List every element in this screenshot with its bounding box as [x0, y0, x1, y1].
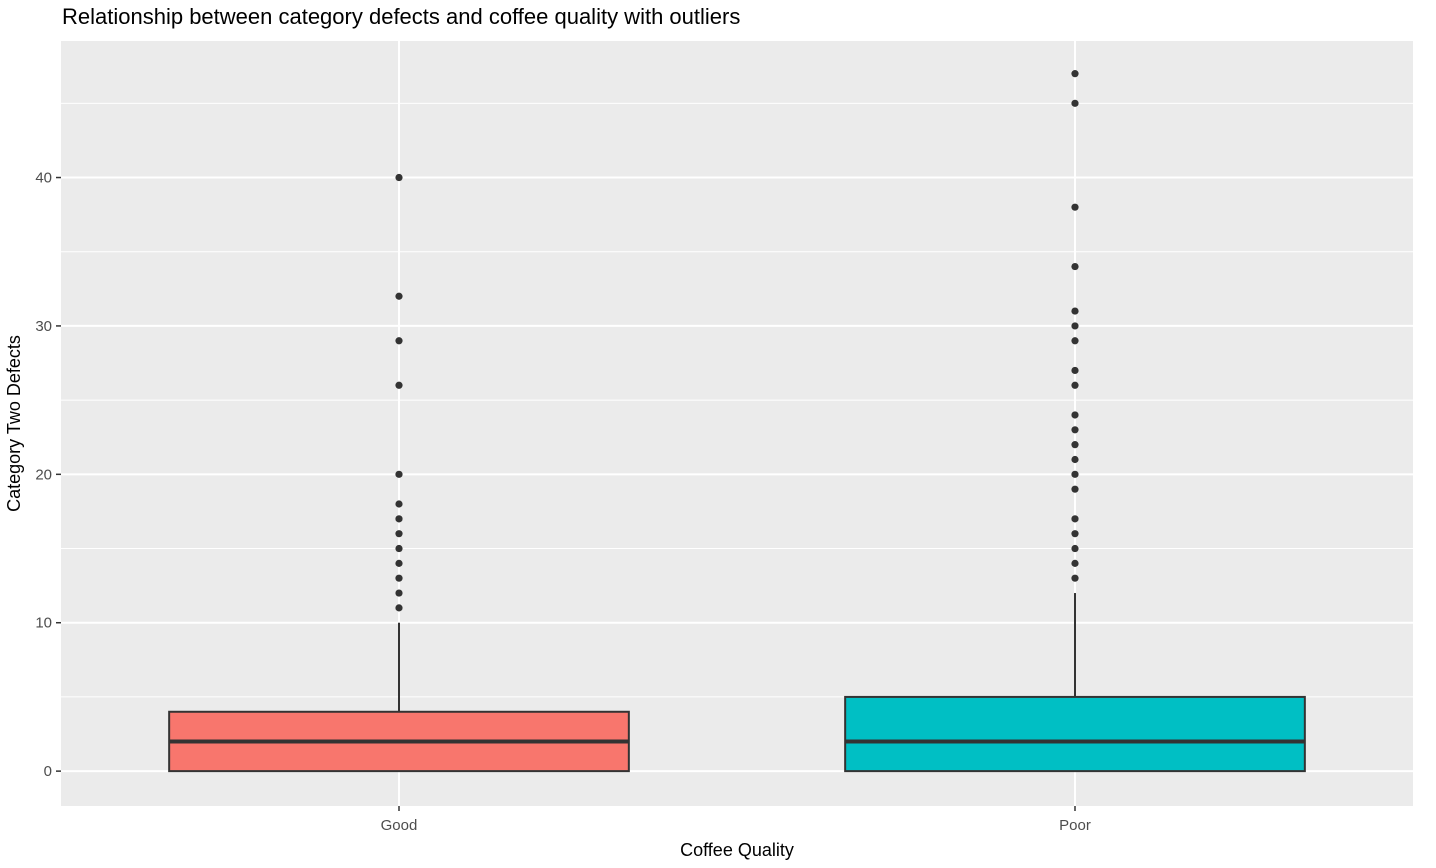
- outlier-point: [1071, 441, 1079, 449]
- outlier-point: [1071, 574, 1079, 582]
- outlier-point: [395, 173, 403, 182]
- outlier-point: [395, 544, 403, 553]
- outlier-point: [1071, 485, 1079, 493]
- y-axis-title: Category Two Defects: [4, 335, 24, 512]
- outlier-point: [395, 381, 403, 389]
- y-tick-label: 40: [35, 170, 52, 187]
- outlier-point: [1071, 559, 1079, 567]
- x-tick-label: Poor: [1059, 817, 1091, 834]
- y-tick-label: 20: [35, 466, 52, 483]
- y-tick-label: 10: [35, 615, 52, 632]
- outlier-point: [1071, 455, 1079, 464]
- outlier-point: [1071, 99, 1079, 107]
- box-series: [168, 70, 1306, 773]
- x-tick-label: Good: [381, 817, 418, 834]
- y-tick-label: 0: [44, 763, 52, 780]
- outlier-point: [395, 530, 403, 538]
- outlier-point: [395, 470, 403, 478]
- outlier-point: [1071, 470, 1079, 478]
- box-iqr: [844, 695, 1306, 773]
- outlier-point: [1071, 411, 1079, 419]
- outlier-point: [395, 500, 403, 508]
- box-good: [168, 173, 630, 773]
- outlier-point: [395, 589, 403, 597]
- outlier-point: [395, 515, 403, 523]
- plot-panel: [61, 41, 1413, 806]
- outlier-point: [395, 574, 403, 582]
- outlier-point: [395, 292, 403, 300]
- chart-title: Relationship between category defects an…: [62, 4, 741, 29]
- x-axis-ticks: Good Poor: [381, 806, 1091, 834]
- box-poor: [844, 70, 1306, 773]
- outlier-point: [1071, 322, 1079, 330]
- outlier-point: [395, 337, 403, 345]
- x-axis-title: Coffee Quality: [680, 840, 794, 860]
- outlier-point: [1071, 307, 1079, 315]
- outlier-point: [1071, 70, 1079, 78]
- outlier-point: [1071, 544, 1079, 553]
- y-axis-ticks: 0 10 20 30 40: [35, 170, 61, 780]
- outlier-point: [1071, 515, 1079, 523]
- outlier-point: [1071, 381, 1079, 389]
- outlier-point: [1071, 337, 1079, 345]
- outlier-point: [1071, 426, 1079, 434]
- y-tick-label: 30: [35, 318, 52, 335]
- outlier-point: [1071, 366, 1079, 375]
- outlier-point: [1071, 262, 1079, 271]
- outlier-point: [395, 604, 403, 612]
- outlier-point: [1071, 530, 1079, 538]
- outlier-point: [395, 559, 403, 567]
- outlier-point: [1071, 203, 1079, 211]
